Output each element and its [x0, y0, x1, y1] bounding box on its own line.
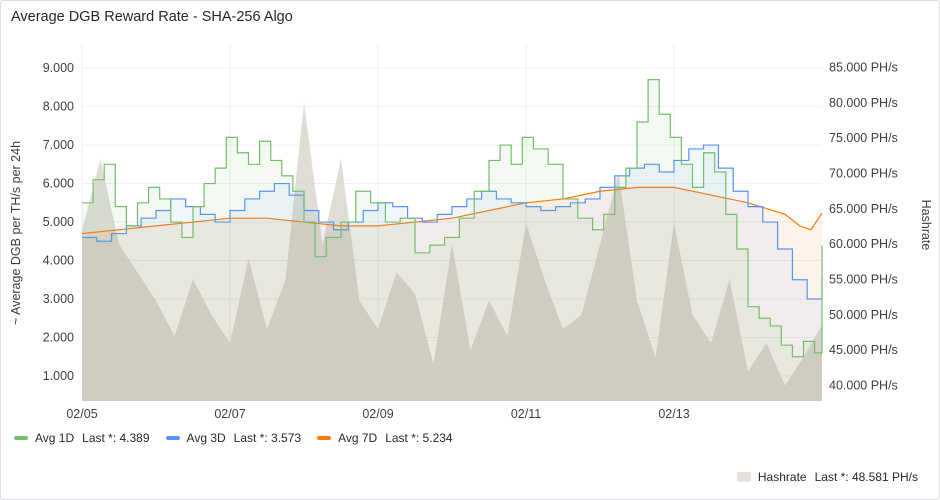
legend-swatch-hashrate [736, 472, 751, 482]
y-right-tick-label: 40.000 PH/s [829, 378, 898, 392]
legend-last-hashrate: Last *: 48.581 PH/s [814, 470, 918, 484]
y-left-tick-label: 7.000 [43, 138, 74, 152]
series-hashrate-area [82, 102, 822, 402]
legend-last-avg-1d: Last *: 4.389 [82, 431, 150, 445]
series-avg-3d-area [82, 145, 822, 401]
y-right-tick-label: 80.000 PH/s [829, 96, 898, 110]
y-left-tick-label: 3.000 [43, 292, 74, 306]
y-left-tick-label: 5.000 [43, 215, 74, 229]
legend-last-avg-3d: Last *: 3.573 [233, 431, 302, 445]
y-right-tick-label: 70.000 PH/s [829, 167, 898, 181]
series-avg-3d-line [82, 144, 823, 300]
x-tick-label: 02/09 [362, 407, 393, 421]
legend-label-avg-7d: Avg 7D [338, 431, 378, 445]
y-right-tick-label: 45.000 PH/s [829, 343, 898, 357]
y-right-tick-label: 85.000 PH/s [829, 61, 898, 75]
x-tick-label: 02/11 [511, 407, 541, 421]
legend-item-avg-7d[interactable]: Avg 7D Last *: 5.234 [317, 431, 453, 445]
y-left-tick-label: 8.000 [43, 100, 74, 114]
legend-swatch-avg-7d [317, 436, 332, 440]
y-right-tick-label: 65.000 PH/s [829, 202, 898, 216]
y-left-axis-title: ~ Average DGB per TH/s per 24h [9, 141, 23, 325]
legend-swatch-avg-1d [14, 436, 28, 440]
x-tick-label: 02/07 [214, 407, 245, 421]
y-right-tick-label: 55.000 PH/s [829, 273, 898, 287]
legend-label-avg-1d: Avg 1D [35, 431, 75, 445]
legend-item-avg-1d[interactable]: Avg 1D Last *: 4.389 [14, 431, 150, 445]
y-left-tick-label: 9.000 [43, 61, 74, 75]
panel-title: Average DGB Reward Rate - SHA-256 Algo [11, 9, 293, 25]
series-avg-1d-area [82, 79, 822, 401]
y-left-tick-label: 2.000 [43, 330, 74, 344]
legend-last-avg-7d: Last *: 5.234 [385, 431, 453, 445]
series-avg-7d-area [82, 187, 822, 401]
y-left-tick-label: 4.000 [43, 254, 74, 268]
y-right-tick-label: 50.000 PH/s [829, 308, 898, 322]
legend-item-hashrate[interactable]: Hashrate Last *: 48.581 PH/s [736, 470, 918, 484]
x-tick-label: 02/13 [658, 407, 689, 421]
y-right-axis-title: Hashrate [919, 200, 933, 251]
legend-hashrate: Hashrate Last *: 48.581 PH/s [736, 470, 918, 484]
legend-label-avg-3d: Avg 3D [186, 431, 226, 445]
y-right-tick-label: 75.000 PH/s [829, 131, 898, 145]
x-tick-label: 02/05 [66, 407, 97, 421]
y-right-tick-label: 60.000 PH/s [829, 237, 898, 251]
legend-label-hashrate: Hashrate [757, 470, 807, 484]
series-avg-1d-line [82, 79, 823, 358]
legend-swatch-avg-3d [165, 436, 180, 440]
y-left-tick-label: 6.000 [43, 177, 74, 191]
legend: Avg 1D Last *: 4.389 Avg 3D Last *: 3.57… [14, 431, 453, 445]
legend-item-avg-3d[interactable]: Avg 3D Last *: 3.573 [165, 431, 302, 445]
y-left-tick-label: 1.000 [43, 369, 74, 383]
